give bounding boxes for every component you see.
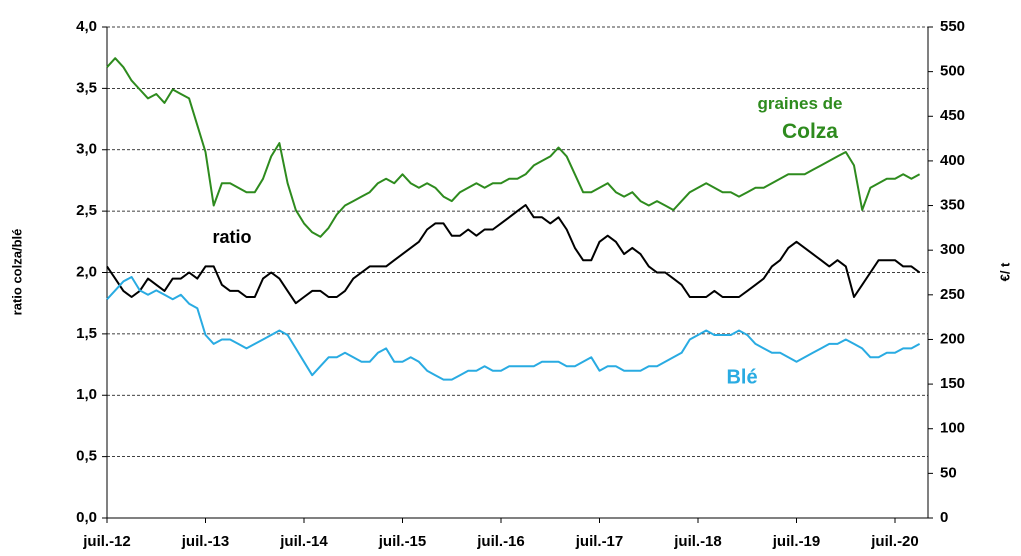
series-line [106, 276, 921, 381]
y2-tick-label: 300 [940, 241, 965, 258]
y-tick-label: 3,5 [76, 79, 97, 96]
y-tick-label: 1,0 [76, 386, 97, 403]
y-tick-label: 0,0 [76, 509, 97, 526]
y-tick-label: 2,5 [76, 202, 97, 219]
y2-tick-label: 550 [940, 18, 965, 35]
y2-tick-label: 450 [940, 107, 965, 124]
x-tick-label: juil.-16 [476, 533, 525, 550]
x-tick-label: juil.-14 [279, 533, 328, 550]
y-tick-label: 4,0 [76, 18, 97, 35]
y2-tick-label: 350 [940, 197, 965, 214]
series-line [106, 204, 921, 305]
series-label-line: graines de [757, 94, 842, 113]
series-line [106, 57, 921, 238]
y2-axis-title: €/ t [997, 262, 1012, 281]
y-tick-label: 2,0 [76, 263, 97, 280]
series-label: Blé [726, 366, 757, 388]
y2-tick-label: 50 [940, 464, 957, 481]
y2-tick-label: 500 [940, 63, 965, 80]
y2-tick-label: 250 [940, 286, 965, 303]
x-tick-label: juil.-13 [181, 533, 230, 550]
y-axis-title: ratio colza/blé [9, 229, 24, 316]
x-tick-label: juil.-18 [673, 533, 722, 550]
series-label-line: Colza [782, 120, 838, 143]
y-tick-label: 1,5 [76, 325, 97, 342]
y2-tick-label: 150 [940, 375, 965, 392]
x-tick-label: juil.-15 [378, 533, 427, 550]
x-tick-label: juil.-17 [575, 533, 624, 550]
y-tick-label: 3,0 [76, 141, 97, 158]
x-tick-label: juil.-12 [82, 533, 131, 550]
x-tick-label: juil.-19 [772, 533, 821, 550]
y-tick-label: 0,5 [76, 448, 97, 465]
y2-tick-label: 0 [940, 509, 948, 526]
series-label: graines de Colza [757, 94, 842, 142]
y2-tick-label: 100 [940, 420, 965, 437]
series-label: ratio [212, 227, 251, 247]
y2-tick-label: 200 [940, 330, 965, 347]
x-tick-label: juil.-20 [870, 533, 919, 550]
y2-tick-label: 400 [940, 152, 965, 169]
